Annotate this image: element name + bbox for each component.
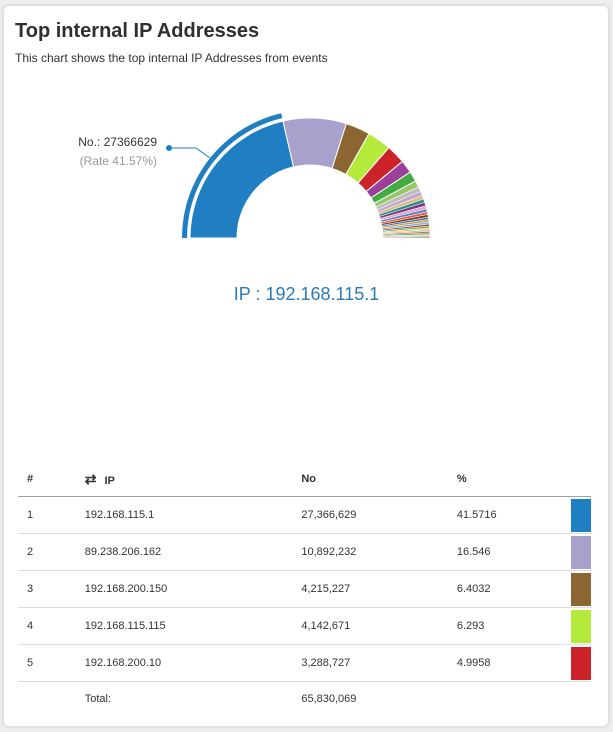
header-rank: # bbox=[18, 462, 85, 497]
row-color-swatch bbox=[570, 496, 591, 534]
header-ip-label: IP bbox=[104, 474, 115, 487]
row-color-swatch bbox=[570, 644, 591, 682]
row-rank: 3 bbox=[18, 570, 85, 608]
color-swatch bbox=[570, 535, 591, 569]
tooltip-leader-line bbox=[171, 147, 211, 159]
row-rank: 1 bbox=[18, 496, 85, 534]
page-title: Top internal IP Addresses bbox=[15, 20, 260, 42]
row-rank: 5 bbox=[18, 644, 85, 682]
tooltip-rate-label: (Rate 41.57%) bbox=[80, 154, 157, 168]
row-count: 4,215,227 bbox=[301, 570, 457, 608]
row-color-swatch bbox=[570, 607, 591, 645]
header-ip[interactable]: ⇄ IP bbox=[84, 462, 302, 497]
color-swatch bbox=[570, 572, 591, 606]
row-count: 27,366,629 bbox=[301, 496, 457, 534]
header-no: No bbox=[301, 462, 457, 497]
row-rank: 2 bbox=[18, 533, 85, 571]
page-subtitle: This chart shows the top internal IP Add… bbox=[15, 51, 328, 65]
sort-arrows-icon[interactable]: ⇄ bbox=[84, 470, 97, 487]
pie-slice-1[interactable] bbox=[189, 120, 295, 239]
tooltip-count-label: No.: 27366629 bbox=[78, 135, 157, 149]
row-color-swatch bbox=[570, 570, 591, 608]
table-header-row: # ⇄ IP No % bbox=[18, 462, 591, 497]
row-ip: 192.168.115.1 bbox=[84, 496, 302, 534]
row-count: 10,892,232 bbox=[301, 533, 457, 571]
table-row: 1 192.168.115.1 27,366,629 41.5716 bbox=[18, 496, 591, 534]
semi-donut-chart: No.: 27366629 (Rate 41.57%) bbox=[78, 113, 431, 239]
row-ip: 192.168.200.10 bbox=[84, 644, 302, 682]
row-percent: 41.5716 bbox=[456, 496, 571, 534]
header-color bbox=[570, 462, 591, 497]
total-value: 65,830,069 bbox=[301, 693, 357, 705]
color-swatch bbox=[570, 498, 591, 532]
pie-slice-highlight-ring bbox=[182, 113, 283, 238]
row-count: 3,288,727 bbox=[301, 644, 457, 682]
row-percent: 6.293 bbox=[456, 607, 571, 645]
row-percent: 4.9958 bbox=[456, 644, 571, 682]
header-pct: % bbox=[456, 462, 571, 497]
row-ip: 192.168.115.115 bbox=[84, 607, 302, 645]
selected-ip-label: IP : 192.168.115.1 bbox=[233, 284, 380, 304]
color-swatch bbox=[570, 646, 591, 680]
row-count: 4,142,671 bbox=[301, 607, 457, 645]
row-ip: 89.238.206.162 bbox=[84, 533, 302, 571]
color-swatch bbox=[570, 609, 591, 643]
row-percent: 6.4032 bbox=[456, 570, 571, 608]
tooltip-marker bbox=[166, 145, 172, 151]
table-row: 2 89.238.206.162 10,892,232 16.546 bbox=[18, 533, 591, 571]
ip-table: # ⇄ IP No % 1 192.168.115.1 27,366,629 41.57… bbox=[18, 462, 591, 716]
total-label: Total: bbox=[84, 693, 111, 705]
table-row: 5 192.168.200.10 3,288,727 4.9958 bbox=[18, 644, 591, 682]
row-rank: 4 bbox=[18, 607, 85, 645]
table-row: 3 192.168.200.150 4,215,227 6.4032 bbox=[18, 570, 591, 608]
row-ip: 192.168.200.150 bbox=[84, 570, 302, 608]
row-percent: 16.546 bbox=[456, 533, 571, 571]
table-total-row: Total: 65,830,069 bbox=[18, 682, 591, 717]
table-row: 4 192.168.115.115 4,142,671 6.293 bbox=[18, 607, 591, 645]
pie-slice-29[interactable] bbox=[382, 236, 431, 239]
row-color-swatch bbox=[570, 533, 591, 571]
